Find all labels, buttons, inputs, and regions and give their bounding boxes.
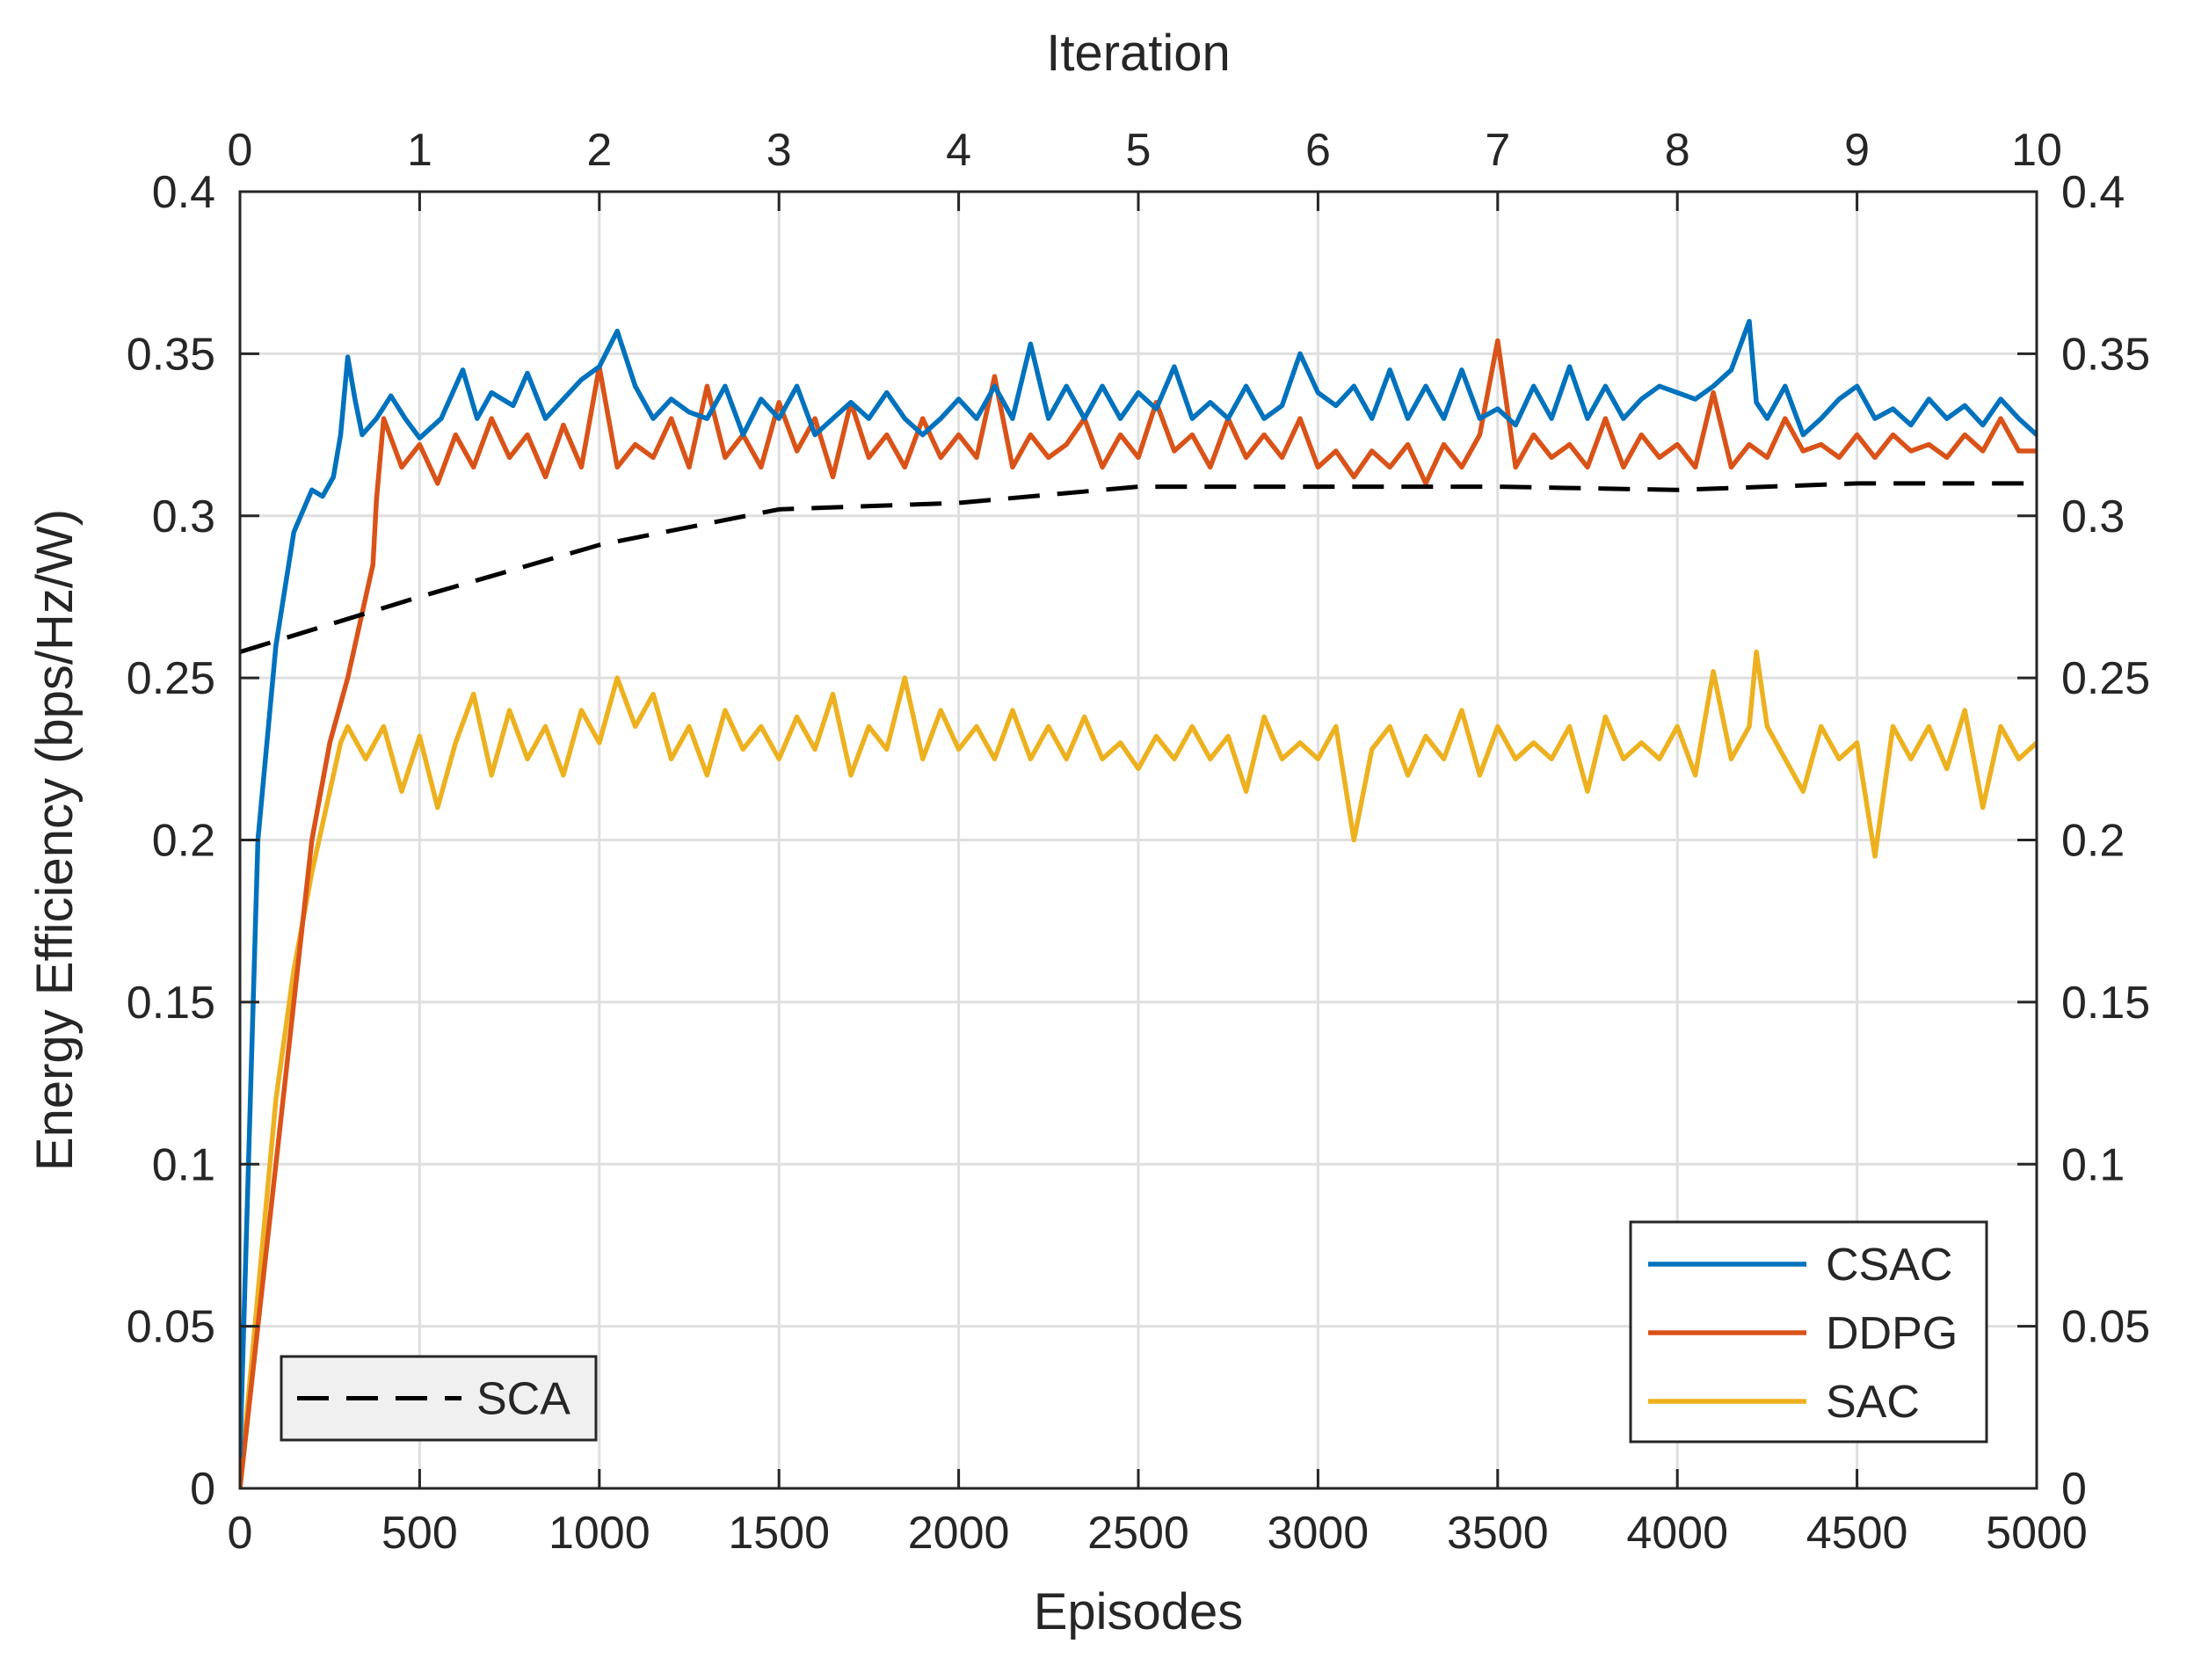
- legend-sca: SCA: [280, 1355, 598, 1442]
- y2-tick-label: 0.25: [2061, 653, 2150, 704]
- legend-label-csac: CSAC: [1826, 1240, 1952, 1291]
- y-tick-label: 0.05: [127, 1302, 215, 1353]
- y-axis-label: Energy Efficiency (bps/Hz/W): [26, 509, 84, 1171]
- legend-label-sac: SAC: [1826, 1377, 1920, 1428]
- y-tick-label: 0: [190, 1464, 215, 1515]
- legend-label-ddpg: DDPG: [1826, 1308, 1958, 1359]
- y-tick-label: 0.4: [152, 167, 215, 218]
- y2-tick-label: 0.15: [2061, 978, 2150, 1029]
- y-tick-label: 0.35: [127, 329, 215, 380]
- plot-lines: [240, 318, 2037, 1488]
- series-line-sac: [240, 649, 2037, 1488]
- x2-tick-label: 9: [1844, 125, 1870, 176]
- x-tick-label: 500: [381, 1508, 458, 1559]
- x2-tick-label: 8: [1665, 125, 1690, 176]
- x2-tick-label: 10: [2011, 125, 2062, 176]
- legend-sca-box: [280, 1355, 598, 1442]
- y2-tick-label: 0: [2061, 1464, 2087, 1515]
- x-tick-label: 5000: [1986, 1508, 2088, 1559]
- x2-tick-label: 5: [1126, 125, 1152, 176]
- x-tick-label: 0: [228, 1508, 253, 1559]
- legend-label-sca: SCA: [476, 1374, 570, 1425]
- x-tick-label: 4500: [1806, 1508, 1908, 1559]
- x-tick-label: 2000: [908, 1508, 1010, 1559]
- x2-tick-label: 3: [767, 125, 792, 176]
- x-tick-label: 2500: [1087, 1508, 1189, 1559]
- y-tick-label: 0.25: [127, 653, 215, 704]
- series-line-sca: [240, 481, 2037, 654]
- y2-tick-label: 0.4: [2061, 167, 2125, 218]
- x2-tick-label: 4: [946, 125, 971, 176]
- x-tick-label: 3500: [1447, 1508, 1549, 1559]
- series-line-ddpg: [240, 338, 2037, 1488]
- x-tick-label: 1000: [549, 1508, 650, 1559]
- x2-tick-label: 6: [1305, 125, 1331, 176]
- legend-main: CSAC DDPG SAC: [1629, 1220, 1988, 1444]
- x2-tick-label: 2: [586, 125, 612, 176]
- x-tick-label: 1500: [728, 1508, 830, 1559]
- y-tick-label: 0.1: [152, 1139, 215, 1190]
- ticks: 0 500 1000 1500 2000 2500 3000 3500 4000 4500 5000…: [127, 125, 2150, 1559]
- y2-tick-label: 0.05: [2061, 1302, 2150, 1353]
- x-axis-label: Episodes: [1034, 1583, 1244, 1640]
- y2-tick-label: 0.35: [2061, 329, 2150, 380]
- y-tick-label: 0.15: [127, 978, 215, 1029]
- x2-tick-label: 0: [228, 125, 253, 176]
- x2-axis-label: Iteration: [1046, 25, 1231, 82]
- x2-tick-label: 7: [1485, 125, 1510, 176]
- series-line-csac: [240, 318, 2037, 1458]
- y-tick-label: 0.3: [152, 491, 215, 542]
- x-tick-label: 4000: [1626, 1508, 1728, 1559]
- y-tick-label: 0.2: [152, 816, 215, 867]
- y2-tick-label: 0.3: [2061, 491, 2125, 542]
- y2-tick-label: 0.2: [2061, 816, 2125, 867]
- x-tick-label: 3000: [1268, 1508, 1370, 1559]
- x2-tick-label: 1: [407, 125, 432, 176]
- y2-tick-label: 0.1: [2061, 1139, 2125, 1190]
